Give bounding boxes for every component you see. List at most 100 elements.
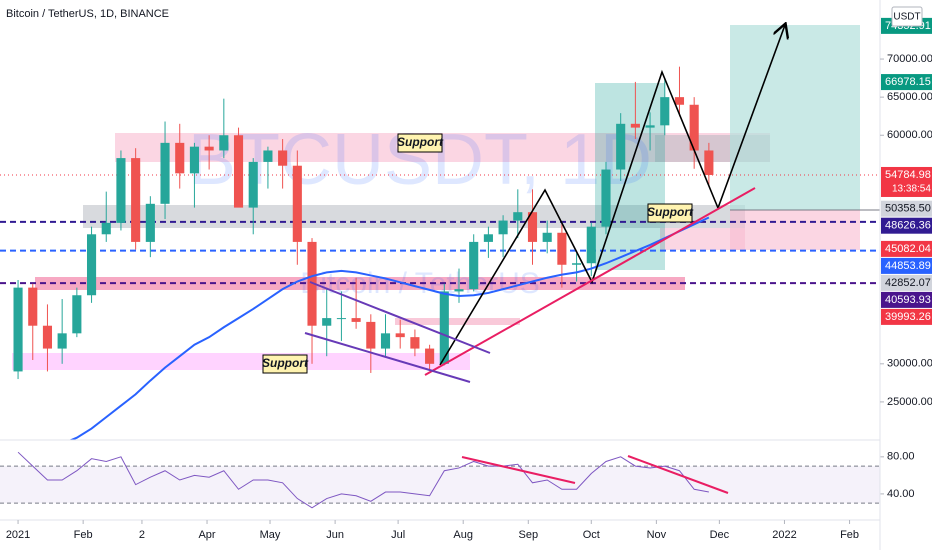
candle-body <box>204 146 214 151</box>
x-tick-label: Feb <box>840 529 859 541</box>
price-label: 39993.26 <box>885 311 931 323</box>
channel-line <box>309 281 491 354</box>
divergence-line <box>461 456 576 484</box>
price-label-box <box>881 291 932 308</box>
candle-body <box>72 295 82 334</box>
y-tick-label: 25000.00 <box>887 396 932 408</box>
candle-body <box>366 321 376 349</box>
x-tick-label: Aug <box>453 529 473 541</box>
candle-body <box>248 161 258 208</box>
rsi-tick-label: 40.00 <box>887 488 915 500</box>
x-tick-label: Sep <box>519 529 539 541</box>
candle-body <box>263 150 273 162</box>
zone <box>660 228 745 250</box>
y-tick-label: 30000.00 <box>887 358 932 370</box>
zone <box>395 318 520 325</box>
countdown: 13:38:54 <box>892 184 931 195</box>
price-label: 44853.89 <box>885 260 931 272</box>
candle-body <box>557 232 567 265</box>
candle-body <box>351 318 361 322</box>
rsi-band <box>0 466 880 504</box>
x-tick-label: May <box>260 529 281 541</box>
rsi-tick-label: 80.00 <box>887 451 915 463</box>
price-label: 42852.07 <box>885 277 931 289</box>
candle-body <box>498 220 508 235</box>
price-label: 54784.98 <box>885 169 931 181</box>
axes: 2021 Feb 2 Apr May Jun Jul Aug Sep Oct Nov Dec 2022 F… <box>6 17 932 541</box>
candle-body <box>336 318 346 320</box>
symbol-title: Bitcoin / TetherUS, 1D, BINANCE <box>6 8 169 20</box>
candle-body <box>542 232 552 242</box>
candle-body <box>233 135 244 208</box>
candle-body <box>425 348 435 364</box>
x-tick-label: 2 <box>139 529 145 541</box>
candle-body <box>630 123 640 128</box>
candle-body <box>219 135 229 151</box>
candle-body <box>322 318 332 326</box>
candle-body <box>175 142 185 174</box>
x-tick-label: Jul <box>391 529 405 541</box>
support-text: Support <box>647 205 694 219</box>
candle-body <box>601 169 611 227</box>
price-label-box <box>881 257 932 274</box>
y-tick-label: 65000.00 <box>887 91 932 103</box>
candle-body <box>616 123 626 170</box>
rsi-pane: 80.00 40.00 <box>0 451 915 509</box>
x-tick-label: Apr <box>198 529 215 541</box>
price-label-box <box>881 217 932 234</box>
candle-body <box>483 234 493 242</box>
candle-body <box>704 150 714 175</box>
candle-body <box>645 125 655 128</box>
x-tick-label: 2022 <box>772 529 796 541</box>
candle-body <box>674 97 685 105</box>
price-label-box <box>881 166 932 197</box>
candle-body <box>101 222 111 235</box>
price-label: 50358.50 <box>885 203 931 215</box>
candle-body <box>513 212 523 221</box>
x-tick-label: Oct <box>583 529 600 541</box>
candle-body <box>454 289 464 292</box>
stop-zone <box>730 210 860 250</box>
x-tick-label: 2021 <box>6 529 30 541</box>
candle-body <box>586 226 596 264</box>
y-tick-label: 60000.00 <box>887 129 932 141</box>
zone <box>83 205 745 228</box>
arrow <box>717 25 785 209</box>
zone <box>12 353 470 370</box>
price-label: 40593.93 <box>885 294 931 306</box>
candle-body <box>572 263 582 265</box>
x-tick-label: Nov <box>647 529 667 541</box>
candle-body <box>13 287 23 372</box>
price-label-box <box>881 308 932 325</box>
x-tick-label: Dec <box>710 529 730 541</box>
candle-body <box>28 287 38 326</box>
divergence-line <box>627 455 729 494</box>
support-text: Support <box>397 135 444 149</box>
price-label: 66978.15 <box>885 76 931 88</box>
channel-line <box>304 332 471 383</box>
rsi-line <box>17 451 709 509</box>
candle-body <box>160 142 170 204</box>
pattern-line <box>439 69 719 366</box>
candle-body <box>145 203 155 242</box>
price-label-box <box>881 274 932 291</box>
candle-body <box>380 333 391 349</box>
support-label: Support <box>262 354 309 374</box>
candle-body <box>439 291 449 364</box>
candle-body <box>116 158 126 223</box>
candle-body <box>189 146 199 174</box>
candle-body <box>660 97 670 126</box>
candle-body <box>57 333 67 349</box>
levels <box>0 174 880 285</box>
price-label: 48626.36 <box>885 220 931 232</box>
price-label-box <box>881 240 932 257</box>
support-label: Support <box>647 203 694 223</box>
x-tick-label: Feb <box>74 529 93 541</box>
candle-body <box>395 333 405 338</box>
support-text: Support <box>262 356 309 370</box>
candle-body <box>292 165 302 242</box>
trend-line <box>424 187 756 376</box>
y-tick-label: 70000.00 <box>887 53 932 65</box>
candle-body <box>131 158 141 242</box>
